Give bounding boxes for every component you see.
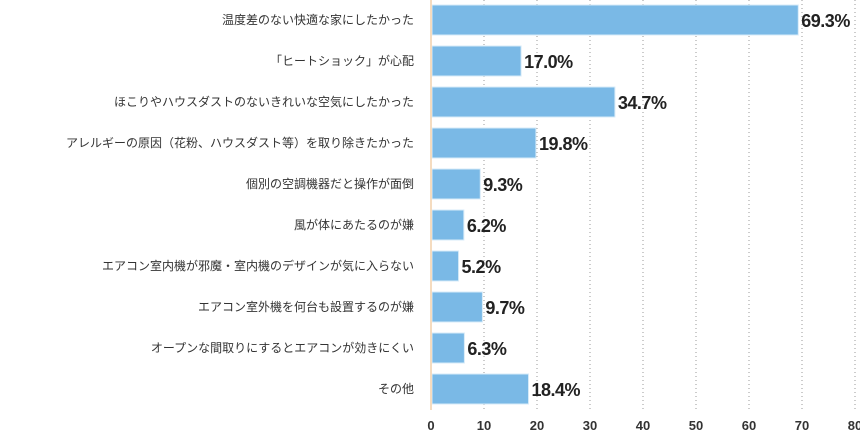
category-label: アレルギーの原因（花粉、ハウスダスト等）を取り除きたかった [66,135,414,150]
bar [431,332,465,364]
bar [431,168,481,200]
data-label: 17.0% [524,52,573,72]
category-label: エアコン室内機が邪魔・室内機のデザインが気に入らない [102,258,414,273]
data-label: 6.3% [467,339,507,359]
bar [431,86,616,118]
x-tick-label: 20 [530,418,544,433]
category-label: 風が体にあたるのが嫌 [294,217,414,232]
x-tick-label: 80 [848,418,860,433]
data-label: 18.4% [532,380,581,400]
x-tick-label: 0 [427,418,434,433]
data-label: 9.7% [485,298,525,318]
x-tick-label: 70 [795,418,809,433]
category-label: 「ヒートショック」が心配 [270,53,414,68]
data-label: 34.7% [618,93,667,113]
bar [431,127,537,159]
bar [431,45,522,77]
data-label: 6.2% [467,216,507,236]
x-tick-label: 60 [742,418,756,433]
data-label: 69.3% [801,11,850,31]
x-tick-label: 50 [689,418,703,433]
bar [431,373,530,405]
x-tick-label: 10 [477,418,491,433]
bar [431,209,465,241]
data-label: 19.8% [539,134,588,154]
category-label: オープンな間取りにするとエアコンが効きにくい [151,340,414,355]
category-label: 個別の空調機器だと操作が面倒 [246,176,414,191]
bar [431,291,483,323]
data-label: 5.2% [462,257,502,277]
x-tick-label: 30 [583,418,597,433]
category-label: ほこりやハウスダストのないきれいな空気にしたかった [114,94,414,109]
category-label: エアコン室外機を何台も設置するのが嫌 [198,299,414,314]
category-label: 温度差のない快適な家にしたかった [222,12,414,27]
bar [431,4,799,36]
bar [431,250,460,282]
x-tick-label: 40 [636,418,650,433]
category-label: その他 [378,382,414,396]
data-label: 9.3% [483,175,523,195]
